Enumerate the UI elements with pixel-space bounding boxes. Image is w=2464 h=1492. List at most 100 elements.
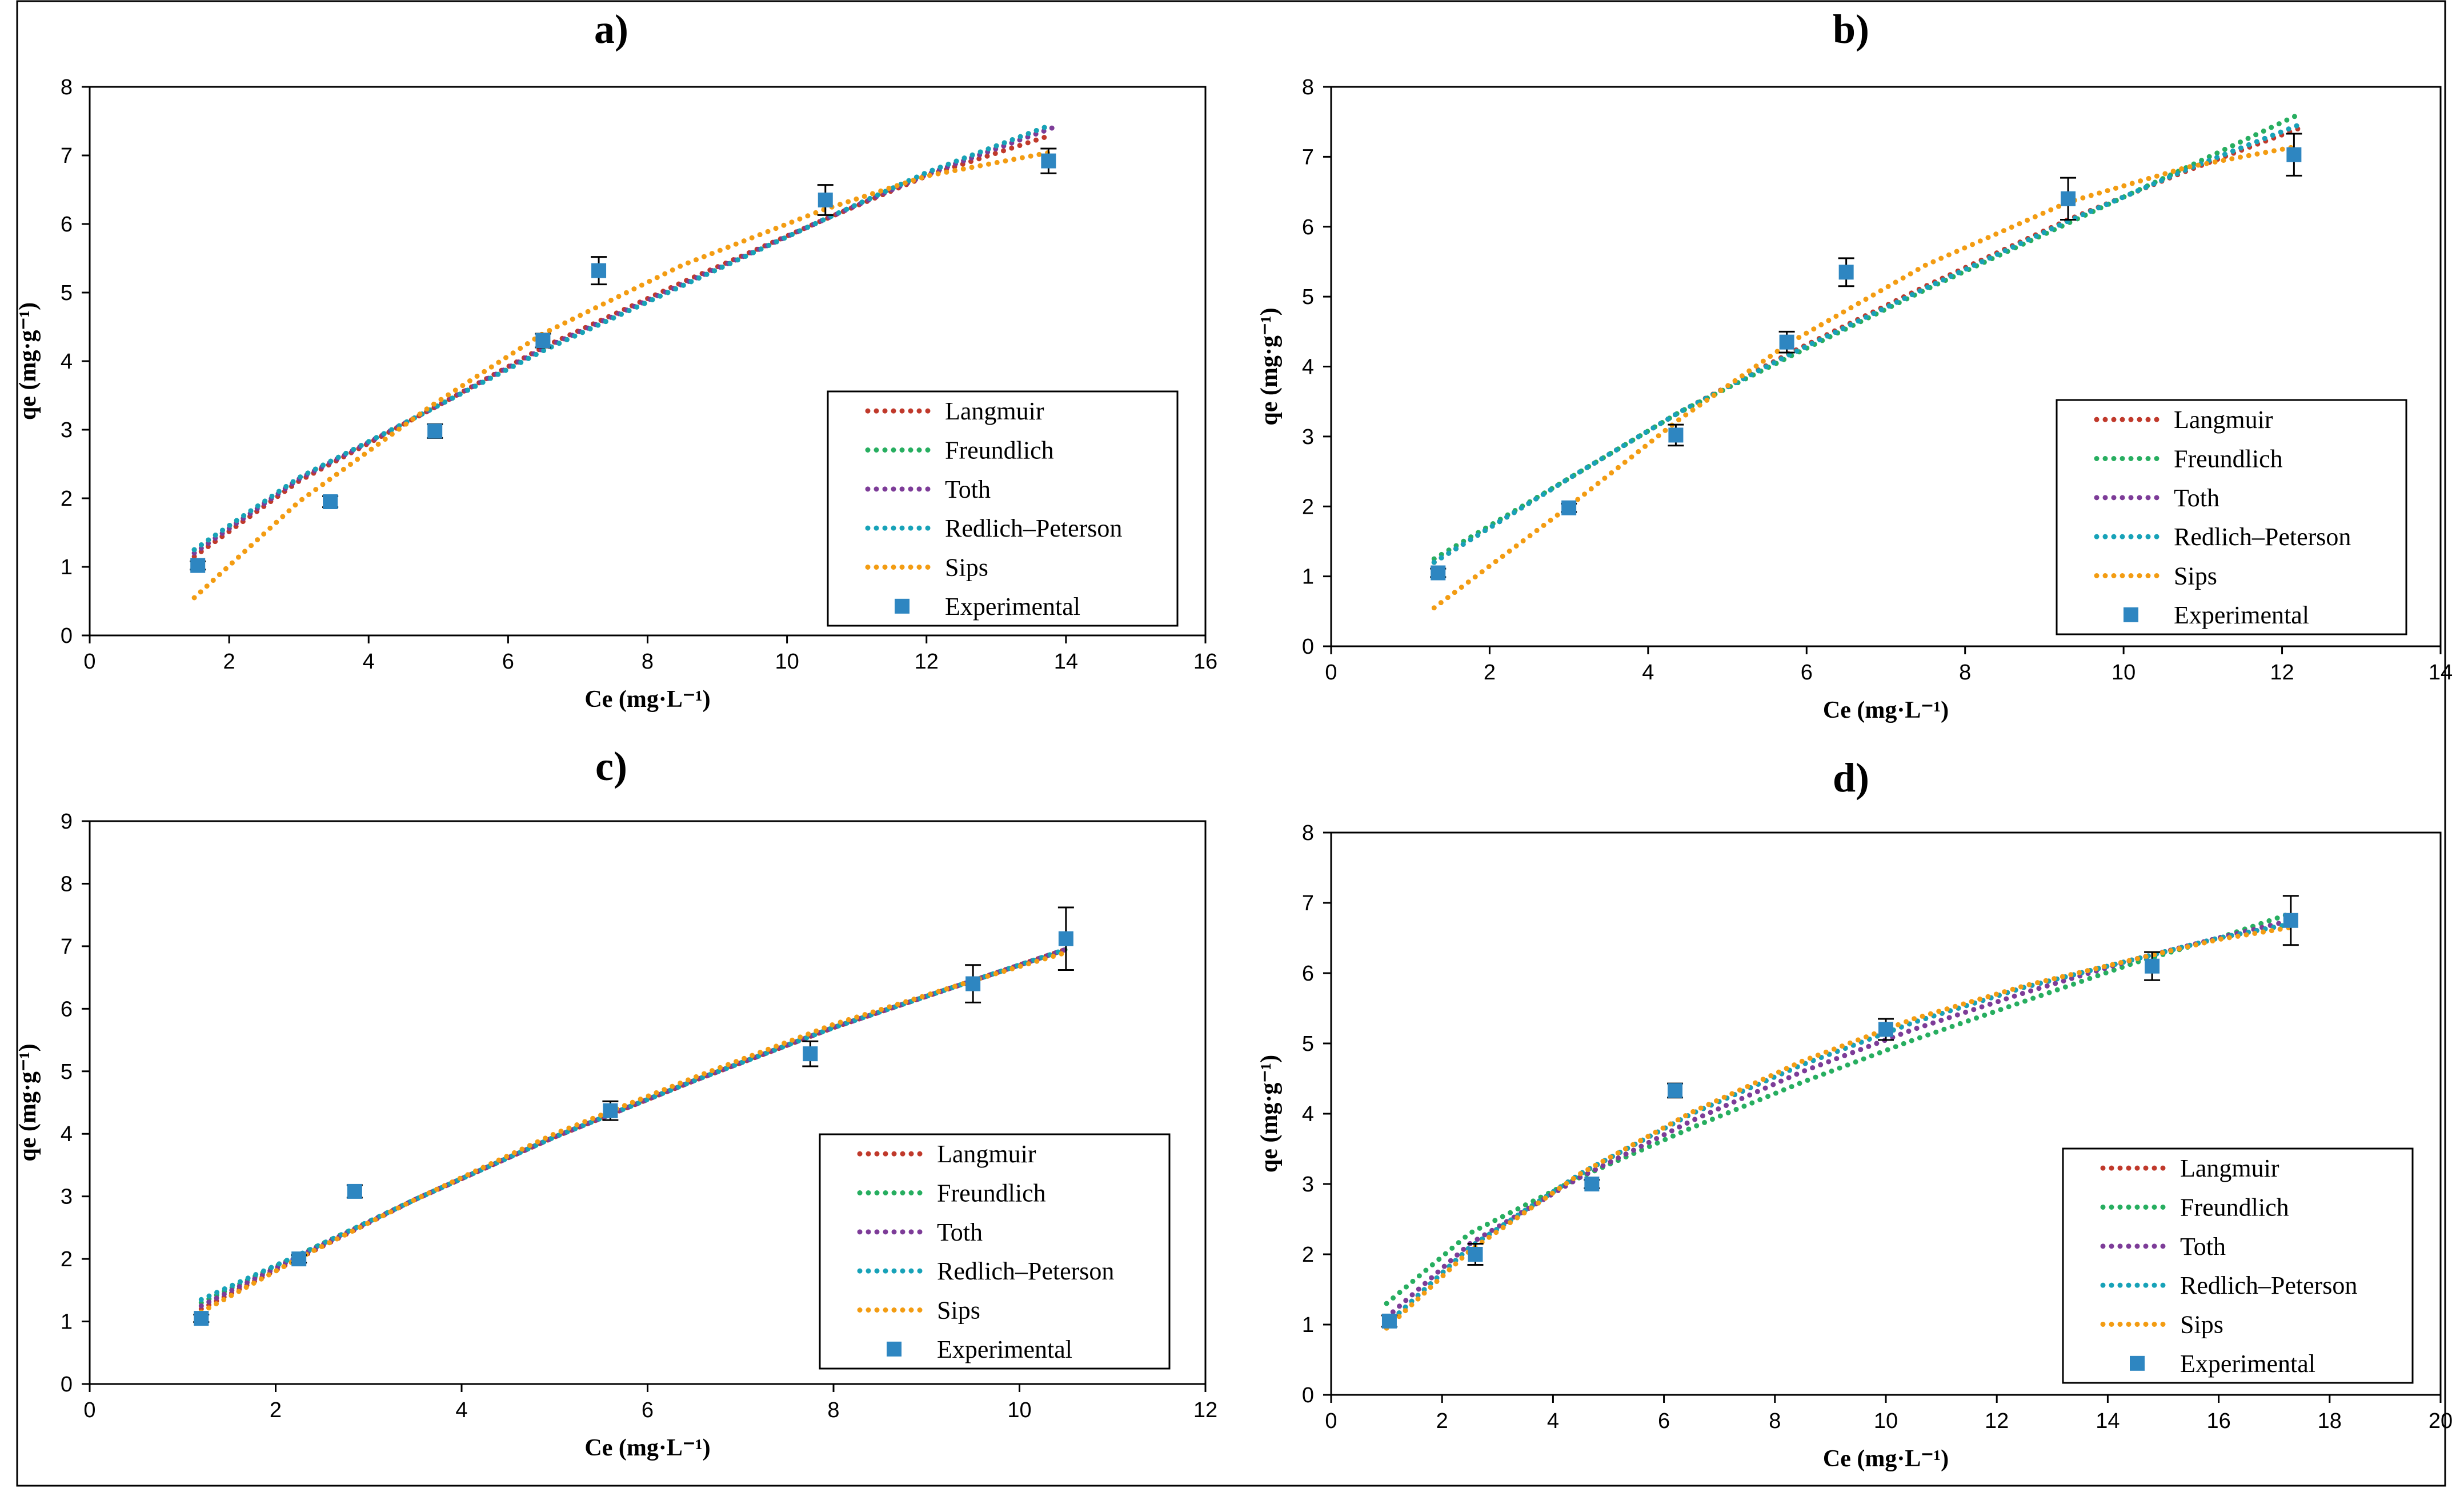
legend-label: Redlich–Peterson (2174, 523, 2351, 551)
y-tick-label: 8 (1302, 821, 1314, 845)
x-axis-label: Ce (mg·L⁻¹) (584, 1435, 710, 1461)
data-point (535, 333, 551, 348)
legend-label: Langmuir (945, 397, 1044, 425)
x-tick-label: 12 (1193, 1398, 1217, 1422)
legend-label: Sips (2174, 562, 2217, 590)
chart-title: d) (1833, 755, 1869, 801)
data-point (427, 423, 443, 439)
legend-box (819, 1133, 1171, 1370)
data-point (1381, 1313, 1397, 1329)
data-point (2145, 958, 2160, 974)
x-tick-label: 10 (1874, 1409, 1898, 1433)
x-tick-label: 18 (2318, 1409, 2342, 1433)
legend-label: Toth (2174, 484, 2219, 512)
data-point (291, 1251, 307, 1267)
x-tick-label: 0 (83, 1398, 95, 1422)
y-tick-label: 6 (61, 213, 73, 237)
y-tick-label: 7 (61, 935, 73, 959)
y-tick-label: 8 (61, 75, 73, 99)
data-point (1468, 1247, 1483, 1262)
x-tick-label: 2 (223, 650, 235, 674)
series-line-sips (198, 950, 1069, 1315)
x-tick-label: 8 (1959, 661, 1971, 685)
legend-label: Experimental (945, 593, 1080, 621)
chart-title: a) (594, 6, 628, 52)
y-axis-label: qe (mg·g⁻¹) (15, 1043, 41, 1161)
x-axis-label: Ce (mg·L⁻¹) (584, 686, 710, 713)
data-point (803, 1046, 818, 1062)
x-tick-label: 8 (1769, 1409, 1781, 1433)
x-tick-label: 8 (642, 650, 654, 674)
series-line-sips (191, 149, 1055, 601)
legend-box (2062, 1147, 2414, 1384)
x-tick-label: 10 (2112, 661, 2136, 685)
x-tick-label: 6 (642, 1398, 654, 1422)
data-point (1058, 931, 1073, 946)
x-tick-label: 2 (1484, 661, 1496, 685)
legend-label: Langmuir (937, 1140, 1036, 1168)
x-tick-label: 4 (1547, 1409, 1559, 1433)
y-tick-label: 7 (61, 144, 73, 168)
y-tick-label: 8 (1302, 75, 1314, 99)
legend-label: Toth (945, 475, 991, 503)
x-tick-label: 4 (363, 650, 375, 674)
data-point (1878, 1022, 1893, 1037)
data-point (591, 263, 607, 278)
y-tick-label: 5 (61, 1060, 73, 1084)
data-point (1838, 265, 1854, 280)
y-tick-label: 1 (1302, 565, 1314, 589)
legend-label: Langmuir (2174, 406, 2273, 434)
x-tick-label: 20 (2429, 1409, 2453, 1433)
y-tick-label: 5 (1302, 285, 1314, 309)
y-tick-label: 6 (61, 997, 73, 1021)
figure-frame (16, 0, 2446, 1487)
y-tick-label: 5 (61, 281, 73, 305)
legend-box (2056, 399, 2407, 635)
legend-label: Sips (2180, 1311, 2223, 1339)
series-line-redlich-peterson (198, 946, 1069, 1302)
data-point (1431, 565, 1446, 581)
y-tick-label: 8 (61, 872, 73, 896)
data-point (965, 976, 981, 991)
y-tick-label: 2 (1302, 1243, 1314, 1267)
y-axis-label: qe (mg·g⁻¹) (15, 302, 41, 420)
legend-label: Sips (937, 1297, 980, 1325)
x-tick-label: 0 (83, 650, 95, 674)
legend-swatch (2124, 607, 2138, 622)
x-tick-label: 4 (1642, 661, 1654, 685)
y-tick-label: 9 (61, 810, 73, 834)
y-tick-label: 1 (61, 1310, 73, 1334)
y-tick-label: 6 (1302, 215, 1314, 239)
legend-label: Langmuir (2180, 1154, 2279, 1182)
y-tick-label: 0 (1302, 635, 1314, 659)
y-tick-label: 1 (61, 555, 73, 579)
x-tick-label: 4 (455, 1398, 467, 1422)
data-point (2286, 147, 2302, 162)
x-tick-label: 2 (270, 1398, 282, 1422)
series-line-redlich-peterson (191, 122, 1055, 553)
x-tick-label: 0 (1325, 1409, 1337, 1433)
legend-box (827, 390, 1179, 627)
y-tick-label: 3 (1302, 425, 1314, 449)
legend-label: Redlich–Peterson (937, 1257, 1114, 1285)
y-tick-label: 4 (61, 350, 73, 374)
legend-label: Redlich–Peterson (945, 514, 1122, 542)
y-tick-label: 2 (1302, 495, 1314, 519)
y-tick-label: 0 (1302, 1383, 1314, 1407)
legend-label: Sips (945, 554, 988, 582)
chart-title: b) (1833, 6, 1869, 52)
series-line-sips (1384, 925, 2294, 1331)
x-tick-label: 2 (1436, 1409, 1448, 1433)
series-line-redlich-peterson (1431, 122, 2301, 565)
y-tick-label: 3 (61, 1185, 73, 1209)
y-tick-label: 4 (1302, 355, 1314, 379)
x-tick-label: 14 (1054, 650, 1078, 674)
legend: Langmuir Freundlich Toth Redlich–Peterson Si… (2056, 399, 2407, 635)
x-tick-label: 14 (2096, 1409, 2120, 1433)
x-tick-label: 6 (1658, 1409, 1670, 1433)
y-tick-label: 0 (61, 1373, 73, 1397)
